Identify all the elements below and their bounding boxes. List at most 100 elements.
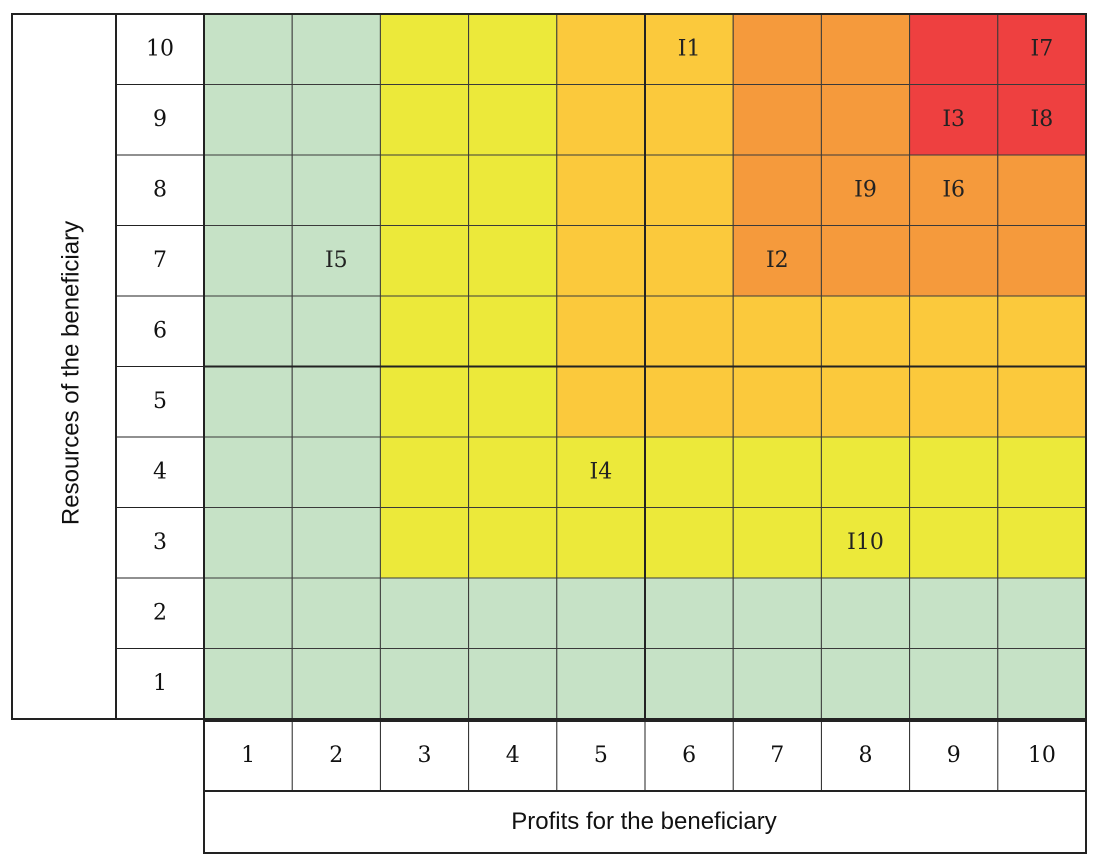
item-label: I5 — [325, 248, 348, 273]
y-tick-labels: 10 9 8 7 6 5 4 3 2 1 — [146, 36, 174, 696]
heatmap-cell — [644, 366, 734, 438]
heatmap-cell — [468, 507, 558, 579]
heatmap-cell — [997, 648, 1087, 720]
x-tick-label: 7 — [770, 743, 784, 768]
x-tick-label: 5 — [594, 743, 608, 768]
y-title-box — [11, 13, 117, 720]
heatmap-cell — [732, 84, 822, 156]
heatmap-cell — [644, 577, 734, 649]
heatmap-cell — [556, 295, 646, 367]
heatmap-cell — [291, 154, 381, 226]
heatmap-cell — [732, 366, 822, 438]
heatmap-cell — [820, 507, 911, 579]
heatmap-cell — [468, 225, 558, 297]
heatmap-cell — [468, 648, 558, 720]
heatmap-cell — [909, 436, 999, 508]
heatmap-cell — [379, 154, 470, 226]
heatmap-cell — [556, 13, 646, 85]
heatmap-cell — [820, 154, 911, 226]
heatmap-cell — [203, 366, 293, 438]
heatmap-cell — [556, 366, 646, 438]
heatmap-cell — [997, 295, 1087, 367]
heatmap-cell — [997, 366, 1087, 438]
heatmap-cell — [203, 154, 293, 226]
heatmap-cell — [379, 507, 470, 579]
heatmap-cell — [820, 225, 911, 297]
heatmap-cell — [556, 154, 646, 226]
heatmap-cell — [379, 225, 470, 297]
heatmap-cell — [556, 84, 646, 156]
heatmap-cell — [644, 436, 734, 508]
heatmap-cell — [556, 648, 646, 720]
x-tick-label: 4 — [506, 743, 520, 768]
heatmap-cell — [379, 436, 470, 508]
heatmap-cell — [997, 507, 1087, 579]
heatmap-cell — [203, 648, 293, 720]
heatmap-cell — [379, 295, 470, 367]
heatmap-cell — [203, 295, 293, 367]
heatmap-cell — [291, 13, 381, 85]
matrix-frame — [11, 13, 1087, 854]
item-label: I1 — [678, 36, 701, 61]
item-label: I2 — [766, 248, 789, 273]
heatmap-cell — [468, 84, 558, 156]
heatmap-cell — [732, 648, 822, 720]
item-label: I9 — [854, 177, 877, 202]
heatmap-cell — [644, 225, 734, 297]
y-tick-label: 9 — [153, 107, 167, 132]
heatmap-cell — [203, 13, 293, 85]
heatmap-cell — [203, 84, 293, 156]
y-tick-label: 5 — [153, 389, 167, 414]
heatmap-cell — [203, 225, 293, 297]
heatmap-cell — [997, 577, 1087, 649]
x-tick-label: 2 — [329, 743, 343, 768]
heatmap-cell — [909, 507, 999, 579]
x-tick-labels: 1 2 3 4 5 6 7 8 9 10 — [241, 743, 1056, 768]
heatmap-cell — [203, 507, 293, 579]
heatmap-cell — [644, 154, 734, 226]
heatmap-cell — [468, 13, 558, 85]
heatmap-cell — [468, 366, 558, 438]
heatmap-cell — [909, 295, 999, 367]
heatmap-cell — [203, 436, 293, 508]
y-tick-label: 3 — [153, 530, 167, 555]
heatmap-cell — [556, 507, 646, 579]
x-tick-label: 9 — [947, 743, 961, 768]
x-tick-label: 6 — [682, 743, 696, 768]
x-title-box — [203, 790, 1087, 854]
y-tick-label: 8 — [153, 177, 167, 202]
item-label: I6 — [942, 177, 965, 202]
heatmap-cell — [909, 84, 999, 156]
heatmap-cell — [379, 13, 470, 85]
heatmap-cell — [732, 13, 822, 85]
heatmap-cell — [291, 84, 381, 156]
x-tick-label: 8 — [859, 743, 873, 768]
heatmap-cell — [291, 648, 381, 720]
heatmap-cell — [291, 436, 381, 508]
heatmap-cell — [820, 436, 911, 508]
heatmap-cell — [468, 577, 558, 649]
heatmap-cell — [291, 577, 381, 649]
x-axis-title: Profits for the beneficiary — [511, 808, 776, 835]
heatmap-cell — [468, 295, 558, 367]
heatmap-cell — [291, 295, 381, 367]
heatmap-cell — [732, 154, 822, 226]
heatmap-cell — [291, 507, 381, 579]
item-label: I3 — [942, 107, 965, 132]
heatmap-cell — [820, 577, 911, 649]
heatmap-cell — [909, 648, 999, 720]
item-label: I10 — [847, 530, 884, 555]
heatmap-cell — [997, 84, 1087, 156]
heatmap-cell — [379, 648, 470, 720]
y-tick-label: 10 — [146, 36, 174, 61]
heatmap-cell — [556, 225, 646, 297]
heatmap-cell — [379, 577, 470, 649]
heatmap-cell — [997, 154, 1087, 226]
heatmap-cell — [820, 648, 911, 720]
item-label: I8 — [1031, 107, 1054, 132]
y-tick-label: 4 — [153, 459, 167, 484]
heatmap-cell — [644, 295, 734, 367]
heatmap-cell — [820, 84, 911, 156]
heatmap-cell — [732, 577, 822, 649]
